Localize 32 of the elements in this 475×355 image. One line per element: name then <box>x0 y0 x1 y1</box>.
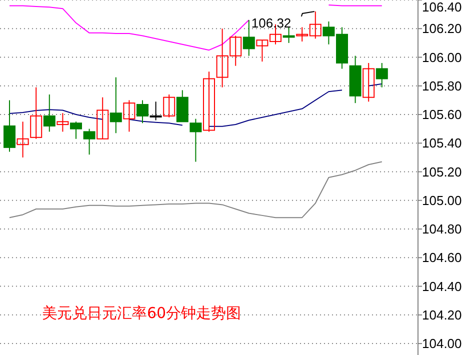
candlestick <box>376 62 388 88</box>
y-tick-label: 104.40 <box>422 278 462 294</box>
candlestick <box>362 62 375 102</box>
candlestick <box>203 71 215 132</box>
candlestick <box>16 121 29 158</box>
candlestick <box>56 112 69 132</box>
y-tick-label: 104.60 <box>422 250 462 266</box>
y-tick-label: 106.40 <box>422 0 462 15</box>
y-tick-label: 105.60 <box>422 107 462 122</box>
y-tick-label: 104.00 <box>422 336 462 352</box>
y-tick-label: 105.80 <box>422 78 462 94</box>
y-tick-label: 104.80 <box>422 222 462 237</box>
candlestick <box>96 96 109 140</box>
annotation: 106.32 <box>251 15 292 30</box>
y-tick-label: 104.20 <box>422 307 462 322</box>
y-tick-label: 105.40 <box>422 136 462 151</box>
candlestick <box>136 100 148 124</box>
text: 美元兑日元汇率60分钟走势图 <box>42 304 242 322</box>
y-tick-label: 106.20 <box>422 21 462 36</box>
candlestick <box>163 94 176 118</box>
candlestick <box>83 128 96 156</box>
y-tick-label: 105.20 <box>422 164 462 180</box>
y-tick-label: 105.00 <box>422 192 462 208</box>
candlestick <box>4 100 16 152</box>
y-tick-label: 106.00 <box>422 50 462 65</box>
candlestick <box>123 100 136 132</box>
candlestick <box>30 86 42 140</box>
candlestick <box>110 76 122 134</box>
candlestick <box>190 118 202 162</box>
candlestick <box>150 101 162 121</box>
candlestick <box>43 94 56 132</box>
candlestick <box>70 121 82 140</box>
